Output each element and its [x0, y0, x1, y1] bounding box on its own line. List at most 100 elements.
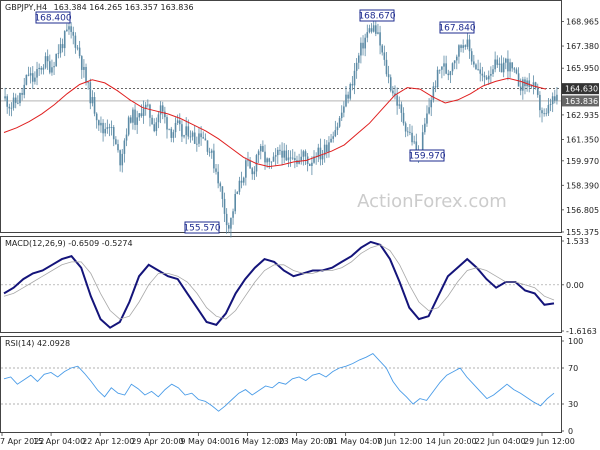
candle-body	[298, 160, 300, 164]
candle-body	[140, 113, 143, 117]
candle-body	[196, 143, 198, 145]
candle-body	[430, 99, 433, 108]
candle-body	[251, 168, 254, 175]
candle-body	[266, 158, 268, 163]
candle-body	[402, 112, 405, 124]
candle-body	[119, 150, 121, 166]
candle-body	[227, 225, 230, 229]
x-tick-label: 9 May 04:00	[180, 437, 230, 446]
rsi-panel-frame	[0, 336, 562, 433]
y-tick-label: 159.970	[566, 157, 599, 166]
candle-body	[445, 63, 447, 74]
candle-body	[74, 35, 77, 48]
candle-body	[345, 94, 347, 107]
candle-body	[372, 25, 375, 32]
candle-body	[206, 140, 209, 152]
candle-body	[534, 82, 537, 89]
candle-body	[455, 56, 458, 61]
candle-body	[264, 151, 266, 163]
candle-body	[434, 86, 437, 88]
candle-body	[334, 130, 337, 137]
candle-body	[379, 32, 381, 46]
candle-body	[87, 82, 89, 84]
candle-body	[66, 29, 68, 32]
candle-body	[34, 77, 36, 82]
rsi-panel-title: RSI(14) 42.0928	[5, 339, 70, 348]
macd-panel-title: MACD(12,26,9) -0.6509 -0.5274	[5, 239, 133, 248]
candle-body	[539, 94, 541, 111]
y-tick-label: 168.965	[566, 17, 599, 26]
candle-body	[61, 44, 64, 49]
candle-body	[210, 150, 213, 153]
candle-body	[326, 144, 328, 152]
candle-body	[23, 84, 26, 95]
candle-body	[287, 157, 290, 161]
price-panel-frame	[0, 0, 562, 233]
candle-body	[279, 149, 281, 151]
candle-body	[259, 146, 262, 152]
candle-body	[528, 80, 531, 87]
candle-body	[398, 104, 401, 106]
annotation-label: 155.570	[183, 221, 221, 234]
candle-body	[193, 132, 196, 144]
macd-lines	[1, 240, 561, 329]
candle-body	[554, 96, 556, 101]
candle-body	[426, 113, 428, 124]
candle-body	[289, 157, 292, 159]
candle-body	[31, 73, 34, 82]
candle-body	[304, 151, 307, 157]
candle-body	[238, 180, 241, 192]
candle-body	[475, 64, 477, 70]
candle-body	[522, 79, 524, 91]
candle-body	[411, 132, 413, 143]
candle-body	[59, 44, 62, 54]
candle-body	[389, 77, 392, 91]
candle-body	[85, 66, 87, 83]
candle-body	[95, 113, 98, 121]
candle-body	[545, 113, 548, 115]
candle-body	[308, 163, 311, 166]
panel-frames	[0, 0, 562, 433]
candle-body	[55, 53, 58, 67]
candle-body	[172, 132, 175, 138]
candle-body	[368, 28, 371, 33]
candle-body	[219, 183, 222, 187]
candle-body	[257, 151, 260, 156]
candle-body	[117, 144, 119, 151]
candle-body	[360, 42, 362, 56]
annotation-label: 167.840	[438, 21, 476, 34]
candle-body	[72, 31, 75, 36]
y-tick-label: 158.390	[566, 181, 599, 190]
candle-body	[187, 126, 190, 137]
y-tick-label: 161.350	[566, 135, 599, 144]
y-tick-label: 100	[568, 337, 583, 346]
candle-body	[40, 67, 43, 70]
candle-body	[21, 92, 23, 95]
candle-body	[221, 186, 224, 199]
candle-body	[375, 25, 377, 34]
candle-body	[400, 104, 403, 113]
y-tick-label: 167.380	[566, 42, 599, 51]
candle-body	[249, 160, 251, 169]
candle-body	[10, 107, 13, 109]
candle-body	[477, 69, 479, 70]
candle-body	[170, 128, 173, 138]
candle-body	[106, 127, 109, 129]
candle-body	[36, 69, 38, 78]
candle-body	[166, 117, 168, 130]
candle-body	[230, 217, 232, 229]
macd-main-line	[3, 240, 555, 329]
candle-body	[294, 158, 296, 161]
candle-body	[519, 86, 522, 91]
candle-body	[355, 62, 358, 71]
annotation-text: 159.970	[408, 152, 445, 162]
candle-body	[460, 45, 462, 48]
candle-body	[168, 128, 170, 130]
candle-body	[404, 123, 407, 132]
candle-body	[530, 85, 533, 87]
candle-body	[462, 45, 464, 48]
candle-body	[283, 150, 285, 158]
